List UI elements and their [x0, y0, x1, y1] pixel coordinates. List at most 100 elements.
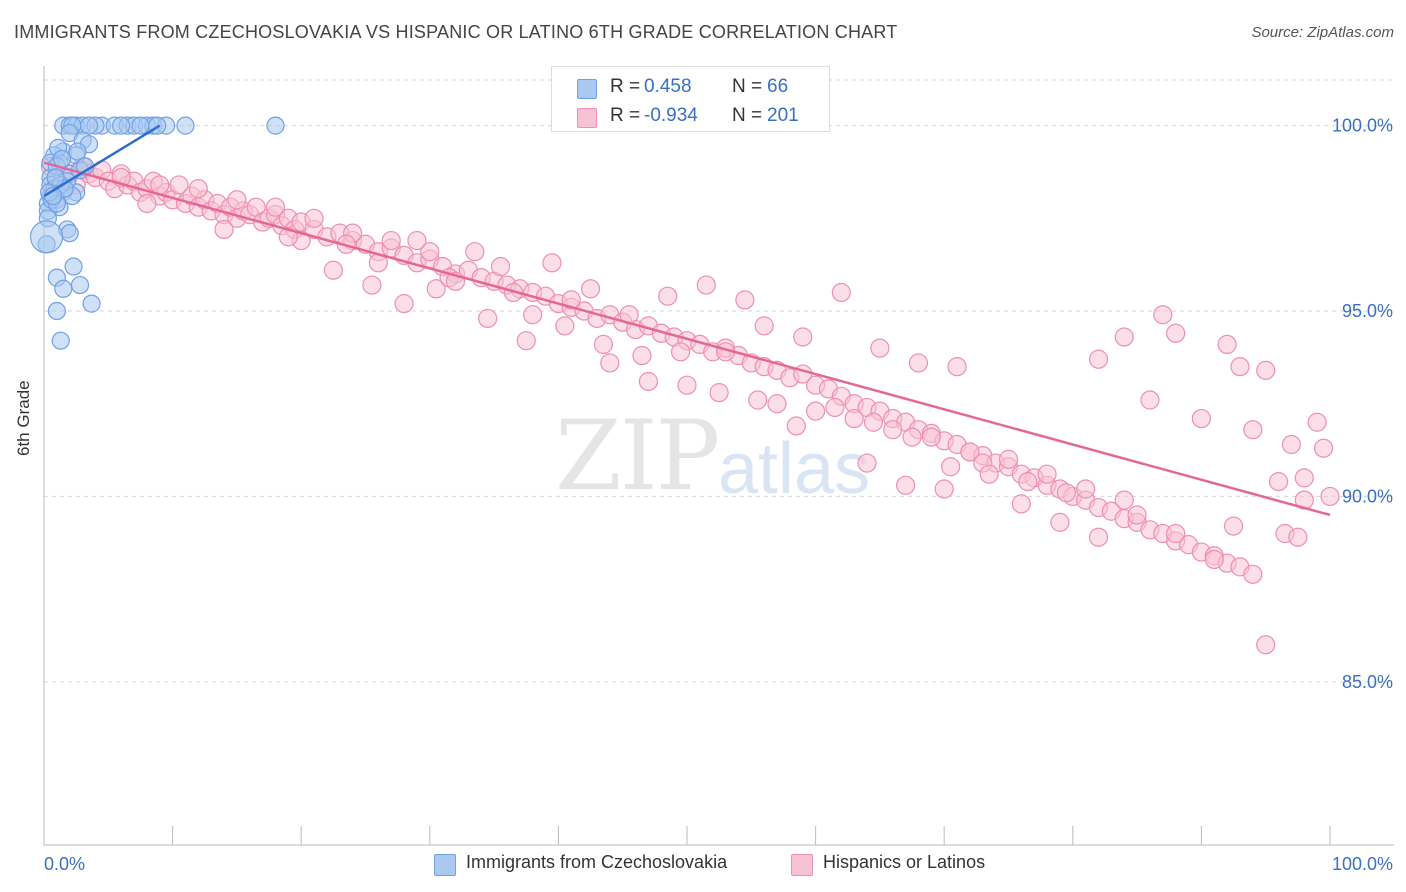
point-hispanic [793, 327, 813, 347]
point-czech [54, 279, 73, 298]
point-hispanic [1243, 420, 1263, 440]
series-czech-points [29, 116, 285, 350]
point-hispanic [947, 357, 967, 377]
watermark-atlas: atlas [718, 429, 871, 509]
point-hispanic [979, 464, 999, 484]
point-hispanic [805, 401, 826, 421]
bottom-legend-swatch-pink [791, 854, 813, 876]
point-hispanic [638, 371, 659, 392]
point-hispanic [1166, 323, 1186, 343]
point-hispanic [465, 242, 485, 262]
point-hispanic [863, 412, 884, 432]
point-hispanic [844, 408, 864, 429]
trend-line-hispanic [43, 161, 1331, 517]
point-hispanic [1230, 357, 1250, 377]
point-hispanic [150, 175, 170, 195]
point-hispanic [278, 227, 298, 247]
point-hispanic [169, 175, 189, 195]
point-hispanic [870, 338, 890, 358]
point-hispanic [137, 193, 157, 214]
point-hispanic [542, 253, 562, 273]
legend-r-label: R = [610, 76, 641, 97]
point-hispanic [1256, 635, 1276, 655]
point-hispanic [1056, 483, 1076, 503]
point-hispanic [426, 279, 446, 299]
point-hispanic [1288, 527, 1308, 547]
point-hispanic [1140, 390, 1160, 410]
point-hispanic [407, 230, 427, 251]
point-hispanic [600, 353, 620, 373]
point-hispanic [786, 416, 806, 436]
legend-row-hispanic: R = -0.934 N = 201 [552, 101, 829, 131]
point-hispanic [677, 375, 697, 395]
point-hispanic [555, 316, 575, 336]
point-hispanic [1114, 327, 1134, 347]
point-hispanic [214, 219, 234, 240]
y-tick-label: 85.0% [1342, 672, 1393, 692]
bottom-legend-label-czech: Immigrants from Czechoslovakia [466, 852, 728, 872]
point-hispanic [1204, 549, 1224, 570]
legend-swatch-blue [577, 79, 597, 99]
point-hispanic [998, 449, 1019, 469]
point-czech [131, 116, 150, 135]
point-hispanic [478, 308, 498, 329]
point-czech [64, 257, 83, 276]
point-hispanic [265, 197, 286, 217]
point-hispanic [523, 305, 543, 325]
point-hispanic [516, 331, 536, 351]
point-hispanic [1223, 516, 1244, 536]
correlation-legend: R = 0.458 N = 66 R = -0.934 N = 201 [551, 66, 830, 132]
point-hispanic [902, 427, 922, 447]
point-hispanic [1011, 494, 1031, 514]
point-hispanic [908, 353, 929, 373]
legend-r-label: R = [610, 105, 641, 126]
point-czech [68, 142, 87, 161]
tick-labels: 100.0% 95.0% 90.0% 85.0% 0.0% 100.0% [44, 116, 1393, 874]
point-hispanic [1307, 412, 1327, 432]
point-hispanic [593, 334, 614, 355]
point-hispanic [1294, 468, 1314, 488]
point-hispanic [1268, 472, 1289, 492]
legend-swatch-pink [577, 108, 597, 128]
point-hispanic [754, 316, 774, 336]
point-hispanic [1166, 523, 1186, 544]
x-tick-label-min: 0.0% [44, 854, 85, 874]
point-czech [29, 220, 64, 254]
legend-n-label: N = [732, 105, 763, 126]
point-hispanic [831, 282, 851, 303]
point-czech [70, 275, 90, 295]
point-hispanic [188, 179, 208, 199]
point-hispanic [1281, 434, 1302, 455]
point-czech [46, 168, 65, 187]
point-hispanic [1191, 408, 1212, 429]
legend-r-value-hispanic: -0.934 [644, 105, 698, 126]
point-hispanic [696, 275, 716, 295]
point-hispanic [580, 279, 601, 299]
point-hispanic [1037, 464, 1057, 484]
watermark-zip: ZIP [555, 400, 720, 512]
point-hispanic [490, 256, 511, 277]
point-hispanic [1018, 472, 1038, 492]
trend-lines [43, 124, 1331, 517]
point-hispanic [1050, 512, 1070, 532]
point-czech [60, 224, 79, 243]
point-hispanic [748, 390, 768, 410]
grid-lines [44, 79, 1394, 683]
point-hispanic [857, 453, 877, 473]
point-hispanic [670, 342, 691, 362]
point-hispanic [1256, 360, 1276, 380]
y-tick-label: 95.0% [1342, 301, 1393, 321]
point-czech [47, 301, 66, 321]
point-hispanic [1243, 564, 1263, 584]
legend-n-label: N = [732, 76, 763, 97]
source-label: Source: ZipAtlas.com [1251, 24, 1394, 41]
point-hispanic [658, 286, 678, 306]
point-czech [112, 116, 131, 135]
y-tick-label: 100.0% [1332, 116, 1393, 136]
bottom-legend-label-hispanic: Hispanics or Latinos [823, 852, 986, 872]
y-tick-label: 90.0% [1342, 486, 1393, 506]
legend-n-value-hispanic: 201 [767, 105, 799, 126]
point-hispanic [735, 290, 755, 310]
point-hispanic [304, 208, 324, 228]
